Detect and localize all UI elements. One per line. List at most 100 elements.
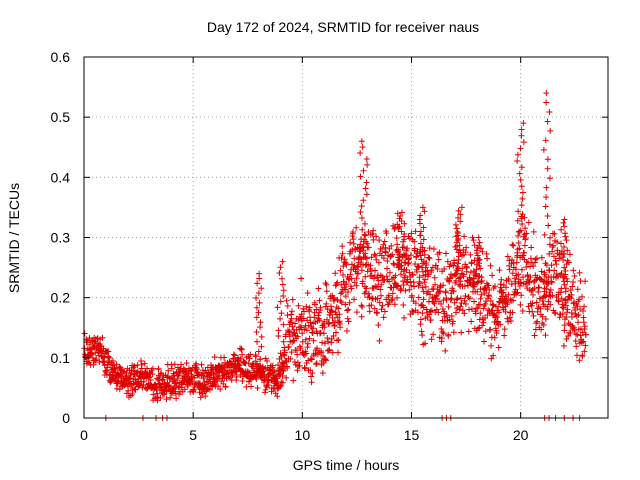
- data-point: [279, 281, 286, 288]
- data-point: [467, 277, 474, 284]
- data-point: [319, 370, 326, 377]
- data-point: [578, 293, 585, 300]
- data-point: [200, 373, 207, 380]
- data-point: [289, 296, 296, 303]
- data-point: [516, 170, 523, 177]
- data-point: [505, 278, 512, 285]
- data-point: [363, 179, 370, 186]
- data-point: [407, 278, 414, 285]
- data-point: [529, 291, 536, 298]
- data-point: [419, 284, 426, 291]
- data-point: [434, 265, 441, 272]
- data-point: [542, 293, 549, 300]
- data-point: [339, 250, 346, 257]
- data-point: [305, 322, 312, 329]
- data-point: [403, 247, 410, 254]
- data-point: [199, 390, 206, 397]
- data-point: [493, 329, 500, 336]
- data-point: [132, 386, 139, 393]
- x-tick-label: 5: [189, 427, 197, 443]
- data-point: [516, 282, 523, 289]
- data-point: [320, 360, 327, 367]
- data-point: [381, 308, 388, 315]
- data-point: [440, 282, 447, 289]
- data-point: [283, 297, 290, 304]
- data-point: [359, 244, 366, 251]
- data-point: [543, 194, 550, 201]
- data-point: [144, 365, 151, 372]
- data-point: [301, 326, 308, 333]
- data-point: [325, 338, 332, 345]
- data-point: [395, 224, 402, 231]
- data-point: [238, 346, 245, 353]
- data-point: [468, 306, 475, 313]
- data-point: [416, 249, 423, 256]
- data-point: [495, 344, 502, 351]
- data-point: [428, 336, 435, 343]
- data-point: [415, 294, 422, 301]
- data-point: [417, 252, 424, 259]
- data-point: [546, 109, 553, 116]
- data-point: [454, 228, 461, 235]
- data-point: [358, 267, 365, 274]
- data-point: [547, 301, 554, 308]
- data-point: [366, 294, 373, 301]
- data-point: [460, 273, 467, 280]
- data-point: [560, 304, 567, 311]
- data-point: [447, 261, 454, 268]
- data-point: [176, 391, 183, 398]
- data-point: [420, 272, 427, 279]
- data-point: [289, 323, 296, 330]
- data-point: [353, 224, 360, 231]
- data-point: [414, 309, 421, 316]
- data-point: [178, 361, 185, 368]
- data-point: [472, 288, 479, 295]
- data-point: [470, 237, 477, 244]
- data-point: [255, 309, 262, 316]
- data-point: [280, 287, 287, 294]
- data-point: [467, 276, 474, 283]
- data-point: [280, 338, 287, 345]
- data-point: [557, 240, 564, 247]
- data-point: [255, 290, 262, 297]
- data-point: [282, 357, 289, 364]
- data-point: [518, 132, 525, 139]
- data-point: [576, 269, 583, 276]
- data-point: [563, 314, 570, 321]
- data-point: [341, 259, 348, 266]
- data-point: [221, 354, 228, 361]
- data-point: [401, 220, 408, 227]
- data-point: [261, 389, 268, 396]
- data-point: [400, 278, 407, 285]
- data-point: [557, 289, 564, 296]
- data-point: [373, 233, 380, 240]
- data-point: [446, 278, 453, 285]
- data-point: [112, 376, 119, 383]
- data-point: [114, 379, 121, 386]
- data-point: [581, 323, 588, 330]
- data-point: [567, 287, 574, 294]
- data-point: [552, 310, 559, 317]
- data-point: [457, 295, 464, 302]
- data-point: [563, 335, 570, 342]
- data-point: [447, 296, 454, 303]
- data-point: [279, 361, 286, 368]
- data-point: [455, 214, 462, 221]
- data-point: [399, 244, 406, 251]
- data-point: [372, 252, 379, 259]
- data-point: [497, 321, 504, 328]
- data-point: [566, 251, 573, 258]
- data-point: [472, 271, 479, 278]
- data-point: [548, 278, 555, 285]
- data-point: [105, 353, 112, 360]
- data-point: [348, 285, 355, 292]
- data-point: [409, 307, 416, 314]
- data-point: [361, 231, 368, 238]
- data-point: [339, 243, 346, 250]
- data-point: [257, 363, 264, 370]
- data-point: [388, 242, 395, 249]
- data-point: [387, 253, 394, 260]
- data-point: [380, 255, 387, 262]
- data-point: [542, 260, 549, 267]
- data-point: [358, 138, 365, 145]
